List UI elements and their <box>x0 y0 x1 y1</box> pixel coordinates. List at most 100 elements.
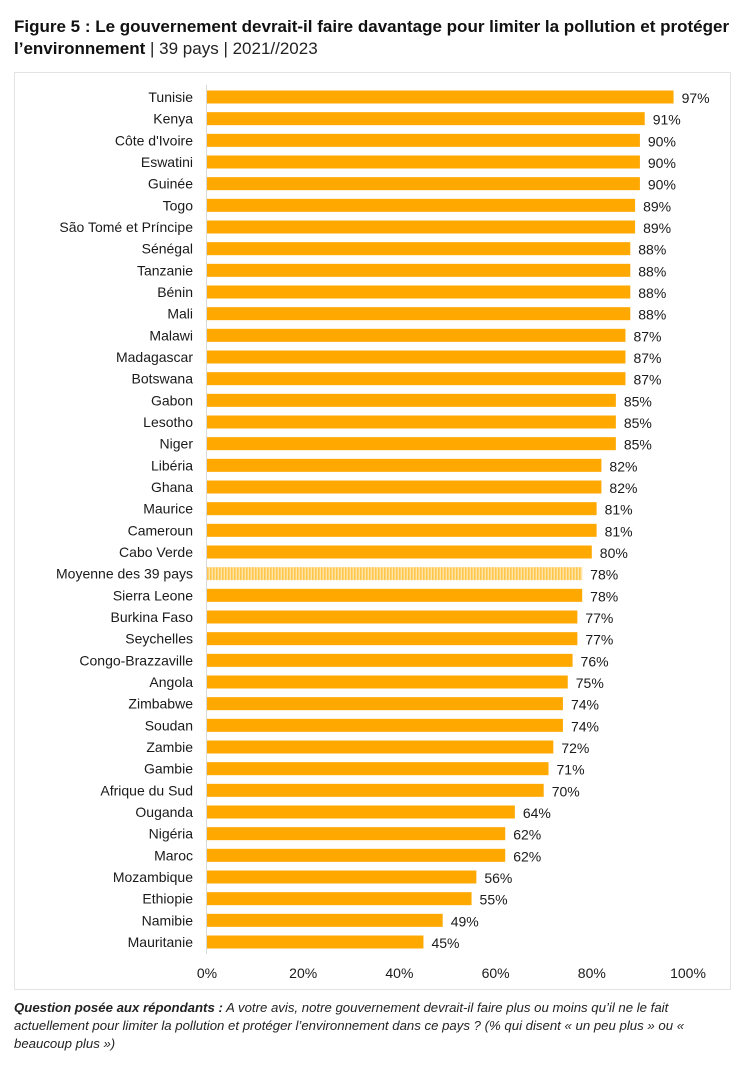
bar <box>207 653 573 667</box>
bar <box>207 827 506 841</box>
bar <box>207 545 592 559</box>
bar <box>207 437 616 451</box>
data-label: 78% <box>590 588 618 604</box>
bars-layer <box>207 90 674 949</box>
bar <box>207 502 597 516</box>
x-tick-label: 40% <box>385 965 413 981</box>
category-label: Mali <box>167 306 193 322</box>
bar <box>207 393 616 407</box>
category-label: Congo-Brazzaville <box>79 652 193 668</box>
data-label: 90% <box>648 133 676 149</box>
data-label: 56% <box>484 870 512 886</box>
category-label: Togo <box>163 197 194 213</box>
footnote-label: Question posée aux répondants : <box>14 1000 223 1015</box>
data-label: 85% <box>624 437 652 453</box>
category-label: Guinée <box>148 176 193 192</box>
category-label: Madagascar <box>116 349 193 365</box>
data-label: 77% <box>585 632 613 648</box>
category-label: Soudan <box>145 717 193 733</box>
data-label: 87% <box>633 328 661 344</box>
category-label: Côte d'Ivoire <box>115 132 193 148</box>
category-label: Ethiopie <box>142 891 193 907</box>
data-label: 82% <box>609 458 637 474</box>
data-label: 55% <box>480 892 508 908</box>
figure-title-main: Figure 5 : Le gouvernement devrait-il fa… <box>14 17 730 58</box>
bar <box>207 783 544 797</box>
labels-layer: Tunisie 97% Kenya 91% Côte d'Ivoire 90% Eswati… <box>56 89 710 951</box>
data-label: 85% <box>624 415 652 431</box>
bar <box>207 458 602 472</box>
data-label: 85% <box>624 393 652 409</box>
data-label: 81% <box>605 502 633 518</box>
bar <box>207 848 506 862</box>
category-label: Eswatini <box>141 154 193 170</box>
bar <box>207 762 549 776</box>
data-label: 97% <box>682 90 710 106</box>
x-tick-label: 80% <box>578 965 606 981</box>
data-label: 81% <box>605 523 633 539</box>
category-label: Afrique du Sud <box>100 782 193 798</box>
bar <box>207 177 640 191</box>
data-label: 74% <box>571 718 599 734</box>
bar <box>207 740 554 754</box>
data-label: 71% <box>557 762 585 778</box>
bar <box>207 415 616 429</box>
x-tick-label: 60% <box>482 965 510 981</box>
category-label: Namibie <box>142 912 194 928</box>
bar <box>207 328 626 342</box>
category-label: Sierra Leone <box>113 587 193 603</box>
bar <box>207 112 645 126</box>
bar <box>207 523 597 537</box>
bar <box>207 90 674 104</box>
bar <box>207 870 477 884</box>
category-label: Tunisie <box>148 89 193 105</box>
question-footnote: Question posée aux répondants : A votre … <box>14 999 739 1053</box>
category-label: Gabon <box>151 392 193 408</box>
data-label: 89% <box>643 198 671 214</box>
footnote-text: A votre avis, notre gouvernement devrait… <box>14 1000 685 1051</box>
x-tick-label: 100% <box>670 965 706 981</box>
data-label: 45% <box>431 935 459 951</box>
bar <box>207 372 626 386</box>
bar <box>207 220 636 234</box>
category-label: Botswana <box>132 371 194 387</box>
category-label: Cabo Verde <box>119 544 193 560</box>
data-label: 82% <box>609 480 637 496</box>
category-label: Ghana <box>151 479 193 495</box>
data-label: 88% <box>638 263 666 279</box>
bar <box>207 480 602 494</box>
data-label: 78% <box>590 567 618 583</box>
category-label: São Tomé et Príncipe <box>59 219 193 235</box>
data-label: 89% <box>643 220 671 236</box>
bar <box>207 198 636 212</box>
category-label: Kenya <box>153 111 193 127</box>
bar <box>207 892 472 906</box>
bar <box>207 133 640 147</box>
data-label: 91% <box>653 112 681 128</box>
data-label: 62% <box>513 827 541 843</box>
data-label: 49% <box>451 913 479 929</box>
category-label: Ouganda <box>135 804 193 820</box>
category-label: Gambie <box>144 761 193 777</box>
data-label: 72% <box>561 740 589 756</box>
category-label: Zambie <box>146 739 193 755</box>
category-label: Maurice <box>143 501 193 517</box>
bar <box>207 913 443 927</box>
x-tick-label: 20% <box>289 965 317 981</box>
data-label: 88% <box>638 242 666 258</box>
data-label: 80% <box>600 545 628 561</box>
category-label: Malawi <box>149 327 193 343</box>
category-label: Sénégal <box>142 241 193 257</box>
bar <box>207 307 631 321</box>
bar <box>207 610 578 624</box>
average-bar <box>207 567 583 581</box>
figure-title-suffix: | 39 pays | 2021//2023 <box>145 39 318 58</box>
bar <box>207 675 568 689</box>
data-label: 88% <box>638 307 666 323</box>
category-label: Mozambique <box>113 869 193 885</box>
bar <box>207 632 578 646</box>
bar <box>207 935 424 949</box>
bar <box>207 285 631 299</box>
data-label: 74% <box>571 697 599 713</box>
data-label: 75% <box>576 675 604 691</box>
